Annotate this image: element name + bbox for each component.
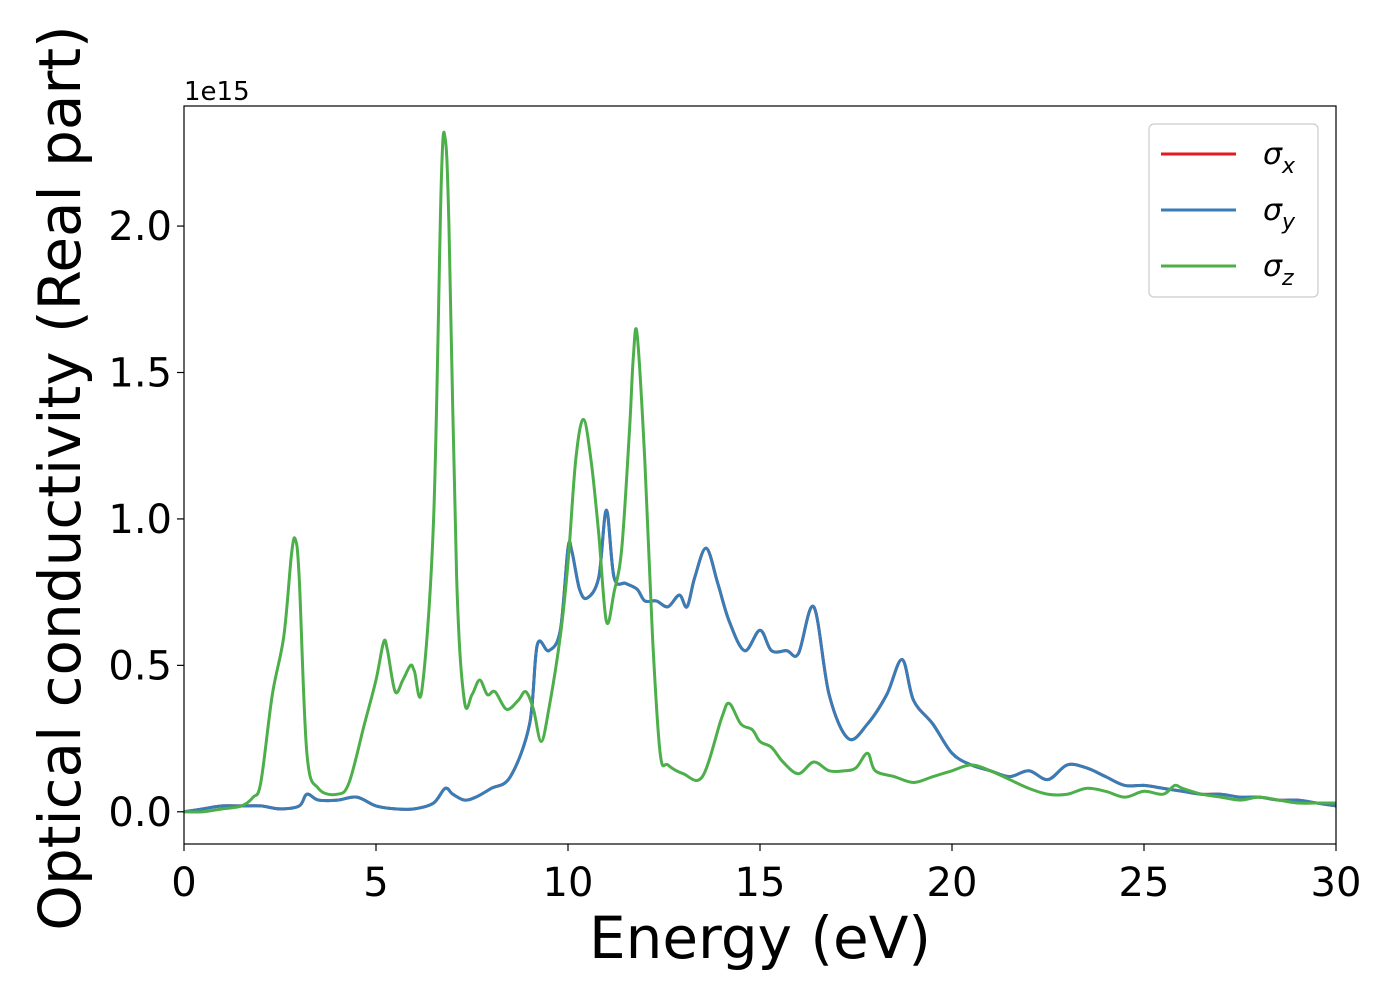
x-tick-label: 10 [543,860,594,906]
x-axis-label: Energy (eV) [589,904,931,972]
x-tick-label: 5 [363,860,388,906]
legend: σx σy σz [1148,123,1319,298]
legend-label-2: σy [1263,193,1296,235]
x-axis: 0 5 10 15 20 25 30 [171,844,1361,906]
y-tick-label: 0.5 [108,643,172,689]
y-offset-label: 1e15 [184,77,250,107]
x-tick-label: 0 [171,860,196,906]
y-tick-label: 1.0 [108,497,172,543]
series-line-2 [183,508,1337,814]
plot-area [184,106,1336,844]
y-axis: 0.0 0.5 1.0 1.5 2.0 [108,204,184,836]
series-layer [183,130,1337,814]
series-line-3 [183,130,1336,814]
legend-label-3: σz [1263,249,1294,291]
y-axis-label: Optical conductivity (Real part) [26,25,94,930]
x-tick-label: 30 [1311,860,1362,906]
y-tick-label: 2.0 [108,204,172,250]
y-tick-label: 0.0 [108,790,172,836]
legend-label-1: σx [1263,137,1296,179]
x-tick-label: 25 [1119,860,1170,906]
x-tick-label: 15 [735,860,786,906]
x-tick-label: 20 [927,860,978,906]
y-tick-label: 1.5 [108,351,172,397]
plot-frame [183,105,1337,845]
